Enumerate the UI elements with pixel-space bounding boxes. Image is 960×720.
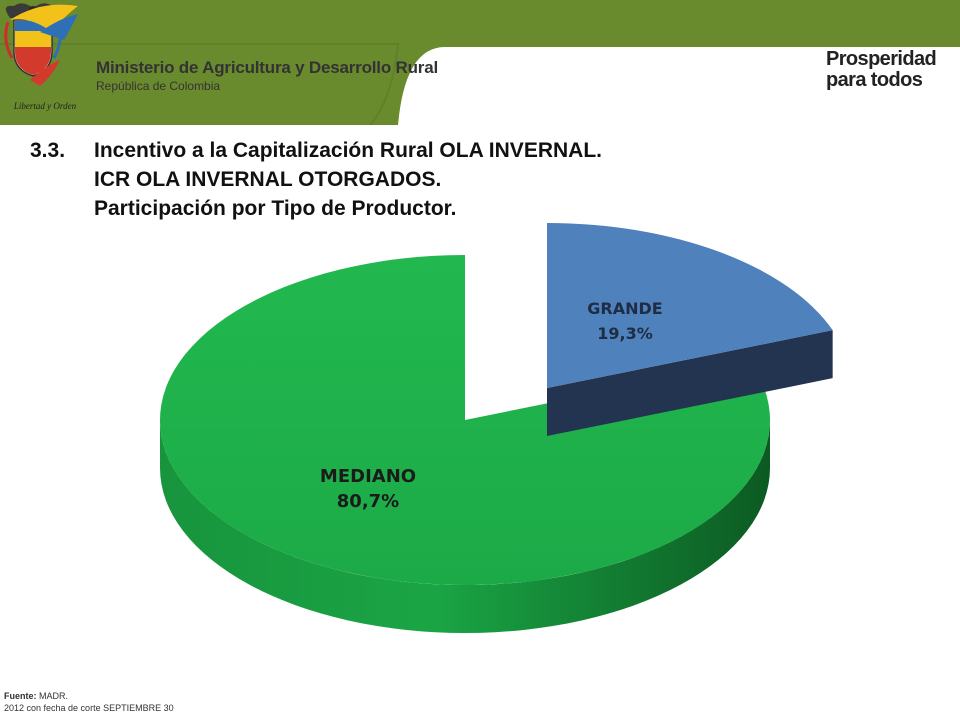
ministry-name: Ministerio de Agricultura y Desarrollo R… [96,58,438,77]
slice-side-mediano [160,420,770,633]
cutoff-note: 2012 con fecha de corte SEPTIEMBRE 30 [4,703,174,713]
slice-mediano [159,255,770,585]
slice-value-grande: 19,3% [597,324,653,343]
slice-value-mediano: 80,7% [337,491,399,512]
slice-label-grande: GRANDE [587,299,662,318]
header-background [0,0,960,125]
brand-slogan-line2: para todos [826,69,923,91]
brand-slogan-line1: Prosperidad [826,48,937,70]
header-band-shape [0,0,960,125]
section-number: 3.3. [30,139,66,162]
title-line-3: Participación por Tipo de Productor. [94,197,457,220]
crest-motto: Libertad y Orden [13,101,77,111]
brand-swoosh-icon [10,4,78,86]
title-line-2: ICR OLA INVERNAL OTORGADOS. [94,168,442,191]
source-label: Fuente: [4,691,37,701]
source-value: MADR. [39,691,69,701]
source-note: Fuente: MADR. 2012 con fecha de corte SE… [4,690,174,714]
slice-grande [547,223,833,388]
slice-face-grande [547,330,833,436]
slice-label-mediano: MEDIANO [320,466,416,487]
title-line-1: Incentivo a la Capitalización Rural OLA … [94,139,602,162]
country-name: República de Colombia [96,79,221,93]
header-band-edge [0,43,400,125]
header-band: Libertad y Orden Ministerio de Agricultu… [0,0,960,125]
